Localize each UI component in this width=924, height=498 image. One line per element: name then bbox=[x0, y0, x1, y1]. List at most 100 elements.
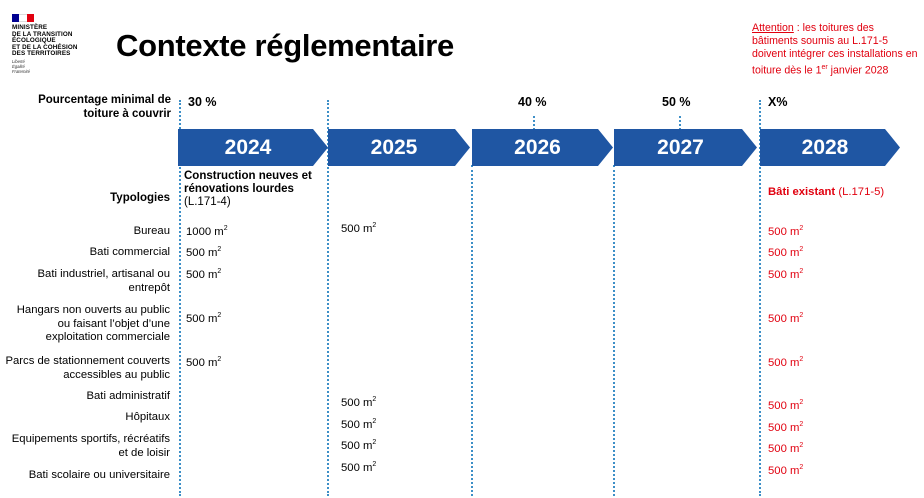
unit-sup: 2 bbox=[372, 418, 377, 425]
attention-sup: er bbox=[821, 64, 828, 71]
value-text: 500 m bbox=[768, 356, 800, 369]
unit-sup: 2 bbox=[799, 268, 804, 275]
value-text: 500 m bbox=[186, 246, 218, 259]
row-bureau-2024: 1000 m2 bbox=[186, 225, 228, 238]
value-text: 500 m bbox=[341, 396, 373, 409]
unit-sup: 2 bbox=[799, 225, 804, 232]
year-arrow-2026: 2026 bbox=[472, 129, 613, 166]
typologies-label: Typologies bbox=[110, 192, 170, 204]
year-arrow-2027: 2027 bbox=[614, 129, 757, 166]
unit-sup: 2 bbox=[799, 442, 804, 449]
row-hangars-2028: 500 m2 bbox=[768, 312, 803, 325]
percentage-2026: 40 % bbox=[518, 95, 547, 109]
row-label-equipements: Equipements sportifs, récréatifs et de l… bbox=[11, 433, 170, 459]
timeline-divider bbox=[179, 100, 181, 496]
percentage-2027: 50 % bbox=[662, 95, 691, 109]
value-text: 500 m bbox=[768, 312, 800, 325]
motto-line: Liberté bbox=[12, 58, 25, 64]
row-hopitaux-2025: 500 m2 bbox=[341, 418, 376, 431]
unit-sup: 2 bbox=[217, 246, 222, 253]
timeline-tick bbox=[679, 116, 681, 130]
year-arrow-2025: 2025 bbox=[328, 129, 470, 166]
col-2024-header: Construction neuves et rénovations lourd… bbox=[184, 170, 324, 209]
value-text: 500 m bbox=[768, 246, 800, 259]
logo-line: MINISTÈRE bbox=[12, 24, 48, 31]
row-bureau-2025: 500 m2 bbox=[341, 222, 376, 235]
attention-text-end: janvier 2028 bbox=[827, 64, 889, 77]
row-equipements-2025: 500 m2 bbox=[341, 439, 376, 452]
unit-sup: 2 bbox=[217, 356, 222, 363]
logo-motto: Liberté Égalité Fraternité bbox=[12, 58, 102, 74]
row-label-hangars: Hangars non ouverts au public ou faisant… bbox=[16, 304, 170, 343]
row-parcs-2024: 500 m2 bbox=[186, 356, 221, 369]
timeline-divider bbox=[471, 165, 473, 496]
unit-sup: 2 bbox=[799, 312, 804, 319]
row-commercial-2028: 500 m2 bbox=[768, 246, 803, 259]
attention-note: Attention : les toitures des bâtiments s… bbox=[752, 22, 922, 78]
timeline-divider bbox=[759, 100, 761, 496]
value-text: 1000 m bbox=[186, 225, 224, 238]
row-label-bati-administratif: Bati administratif bbox=[86, 390, 170, 402]
row-administratif-2025: 500 m2 bbox=[341, 396, 376, 409]
row-administratif-2028: 500 m2 bbox=[768, 399, 803, 412]
row-label-bati-scolaire: Bati scolaire ou universitaire bbox=[28, 469, 170, 481]
value-text: 500 m bbox=[186, 268, 218, 281]
unit-sup: 2 bbox=[372, 222, 377, 229]
attention-label: Attention bbox=[752, 22, 794, 34]
row-label-bati-industriel: Bati industriel, artisanal ou entrepôt bbox=[37, 268, 171, 294]
logo-line: ÉCOLOGIQUE bbox=[12, 37, 56, 45]
row-label-hopitaux: Hôpitaux bbox=[125, 411, 170, 423]
motto-line: Égalité bbox=[12, 63, 25, 69]
col-2028-ref: (L.171-5) bbox=[835, 186, 885, 198]
row-hangars-2024: 500 m2 bbox=[186, 312, 221, 325]
attention-text: : les toitures des bâtiments soumis au L… bbox=[752, 22, 918, 77]
unit-sup: 2 bbox=[372, 396, 377, 403]
unit-sup: 2 bbox=[799, 421, 804, 428]
unit-sup: 2 bbox=[217, 268, 222, 275]
col-2028-header: Bâti existant (L.171-5) bbox=[768, 186, 884, 198]
row-commercial-2024: 500 m2 bbox=[186, 246, 221, 259]
unit-sup: 2 bbox=[223, 225, 228, 232]
row-hopitaux-2028: 500 m2 bbox=[768, 421, 803, 434]
row-bureau-2028: 500 m2 bbox=[768, 225, 803, 238]
value-text: 500 m bbox=[768, 225, 800, 238]
logo-line: ET DE LA COHÉSION bbox=[12, 43, 78, 51]
value-text: 500 m bbox=[186, 356, 218, 369]
unit-sup: 2 bbox=[217, 312, 222, 319]
value-text: 500 m bbox=[768, 464, 800, 477]
row-label-bureau: Bureau bbox=[133, 225, 170, 237]
logo-line: DES TERRITOIRES bbox=[12, 50, 71, 58]
value-text: 500 m bbox=[186, 312, 218, 325]
row-scolaire-2028: 500 m2 bbox=[768, 464, 803, 477]
unit-sup: 2 bbox=[372, 461, 377, 468]
col-2028-title: Bâti existant bbox=[768, 186, 836, 198]
logo-line: DE LA TRANSITION bbox=[12, 30, 73, 38]
row-label-parcs: Parcs de stationnement couverts accessib… bbox=[5, 355, 170, 381]
row-industriel-2028: 500 m2 bbox=[768, 268, 803, 281]
row-parcs-2028: 500 m2 bbox=[768, 356, 803, 369]
percentage-label: Pourcentage minimal de toiture à couvrir bbox=[38, 94, 171, 120]
ministry-logo: MINISTÈRE DE LA TRANSITION ÉCOLOGIQUE ET… bbox=[12, 14, 102, 74]
timeline-tick bbox=[533, 116, 535, 130]
unit-sup: 2 bbox=[799, 356, 804, 363]
value-text: 500 m bbox=[768, 421, 800, 434]
percentage-2024: 30 % bbox=[188, 95, 217, 109]
row-industriel-2024: 500 m2 bbox=[186, 268, 221, 281]
unit-sup: 2 bbox=[372, 439, 377, 446]
col-2024-ref: (L.171-4) bbox=[184, 196, 231, 208]
unit-sup: 2 bbox=[799, 464, 804, 471]
row-scolaire-2025: 500 m2 bbox=[341, 461, 376, 474]
timeline-divider bbox=[327, 100, 329, 496]
percentage-2028: X% bbox=[768, 95, 788, 109]
row-equipements-2028: 500 m2 bbox=[768, 442, 803, 455]
year-arrow-2028: 2028 bbox=[760, 129, 900, 166]
row-label-bati-commercial: Bati commercial bbox=[89, 246, 170, 258]
timeline-divider bbox=[613, 165, 615, 496]
value-text: 500 m bbox=[341, 222, 373, 235]
unit-sup: 2 bbox=[799, 399, 804, 406]
unit-sup: 2 bbox=[799, 246, 804, 253]
motto-line: Fraternité bbox=[12, 68, 30, 74]
value-text: 500 m bbox=[768, 399, 800, 412]
value-text: 500 m bbox=[341, 418, 373, 431]
col-2024-title: Construction neuves et rénovations lourd… bbox=[184, 170, 312, 195]
